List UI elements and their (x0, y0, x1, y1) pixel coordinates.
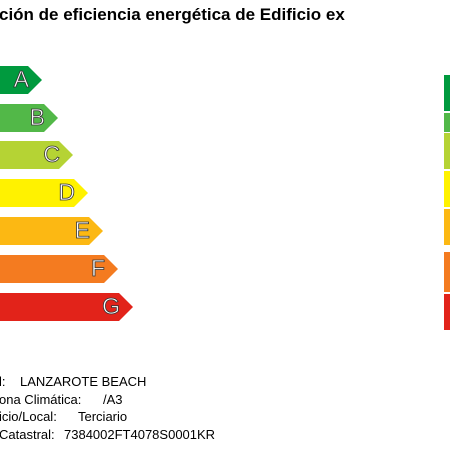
scale-strip (444, 75, 450, 111)
arrow-a (0, 66, 42, 94)
rating-arrows: A B C D E F G (0, 66, 133, 321)
rating-letter: G (102, 293, 120, 319)
info-label: ona Climática: (0, 392, 81, 407)
scale-strip (444, 133, 450, 169)
info-value: 7384002FT4078S0001KR (64, 427, 215, 442)
scale-strip (444, 171, 450, 207)
info-value: LANZAROTE BEACH (20, 374, 146, 389)
info-value: Terciario (78, 409, 127, 424)
info-label: l: (0, 374, 6, 389)
right-scale (444, 75, 450, 330)
scale-strip (444, 209, 450, 245)
title: ción de eficiencia energética de Edifici… (0, 5, 345, 24)
scale-strip (444, 294, 450, 330)
rating-letter: B (30, 104, 45, 130)
rating-letter: E (75, 217, 90, 243)
rating-letter: D (58, 179, 75, 205)
arrow-f (0, 255, 118, 283)
info-label: Catastral: (0, 427, 55, 442)
arrow-g (0, 293, 133, 321)
scale-strip (444, 113, 450, 132)
rating-letter: C (43, 141, 60, 167)
rating-letter: A (14, 66, 30, 92)
arrow-b (0, 104, 58, 132)
info-label: icio/Local: (0, 409, 57, 424)
info-value: /A3 (103, 392, 123, 407)
arrow-c (0, 141, 73, 169)
arrow-d (0, 179, 88, 207)
scale-strip (444, 252, 450, 292)
building-info: l: LANZAROTE BEACH ona Climática: /A3 ic… (0, 374, 215, 442)
rating-letter: F (91, 255, 105, 281)
arrow-e (0, 217, 103, 245)
